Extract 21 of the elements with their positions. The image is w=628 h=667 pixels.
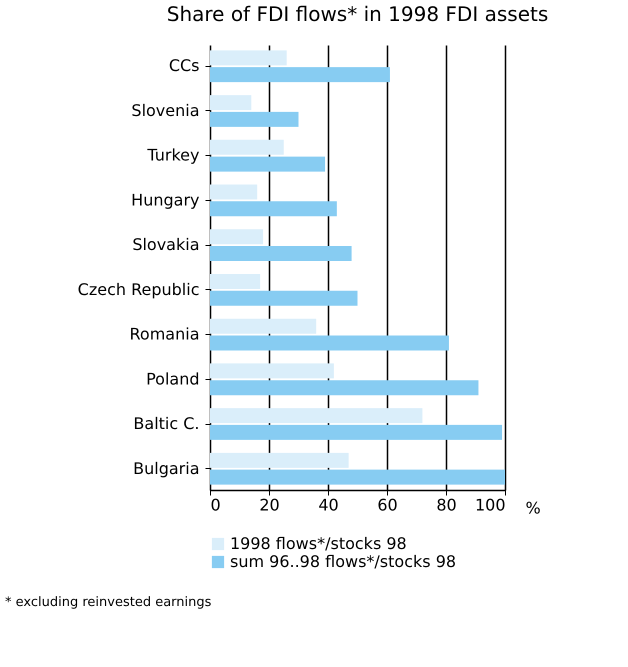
y-tick-label: Slovakia [132, 235, 200, 254]
x-tick-label: 40 [318, 496, 339, 514]
y-tick-label: Poland [146, 369, 200, 388]
legend-label: 1998 flows*/stocks 98 [230, 534, 407, 553]
x-tick-label: 80 [436, 496, 457, 514]
x-tick-label: 100 [474, 496, 506, 514]
x-tick-label: 0 [210, 496, 221, 514]
chart-title: Share of FDI flows* in 1998 FDI assets [166, 2, 548, 26]
y-tick-label: Hungary [131, 190, 200, 210]
y-tick-label: CCs [168, 56, 200, 76]
x-tick-label: 60 [377, 496, 398, 514]
y-tick-label: Romania [130, 324, 200, 344]
text: * excluding reinvested earnings [5, 595, 212, 610]
x-tick-label: 20 [259, 496, 280, 514]
x-axis-title: % [526, 498, 541, 518]
y-tick-label: Slovenia [131, 100, 200, 120]
y-tick-label: Czech Republic [78, 280, 200, 299]
y-tick-label: Bulgaria [133, 458, 200, 478]
legend-label: sum 96..98 flows*/stocks 98 [230, 552, 456, 571]
y-tick-label: Baltic C. [133, 414, 200, 434]
y-tick-label: Turkey [146, 146, 200, 165]
